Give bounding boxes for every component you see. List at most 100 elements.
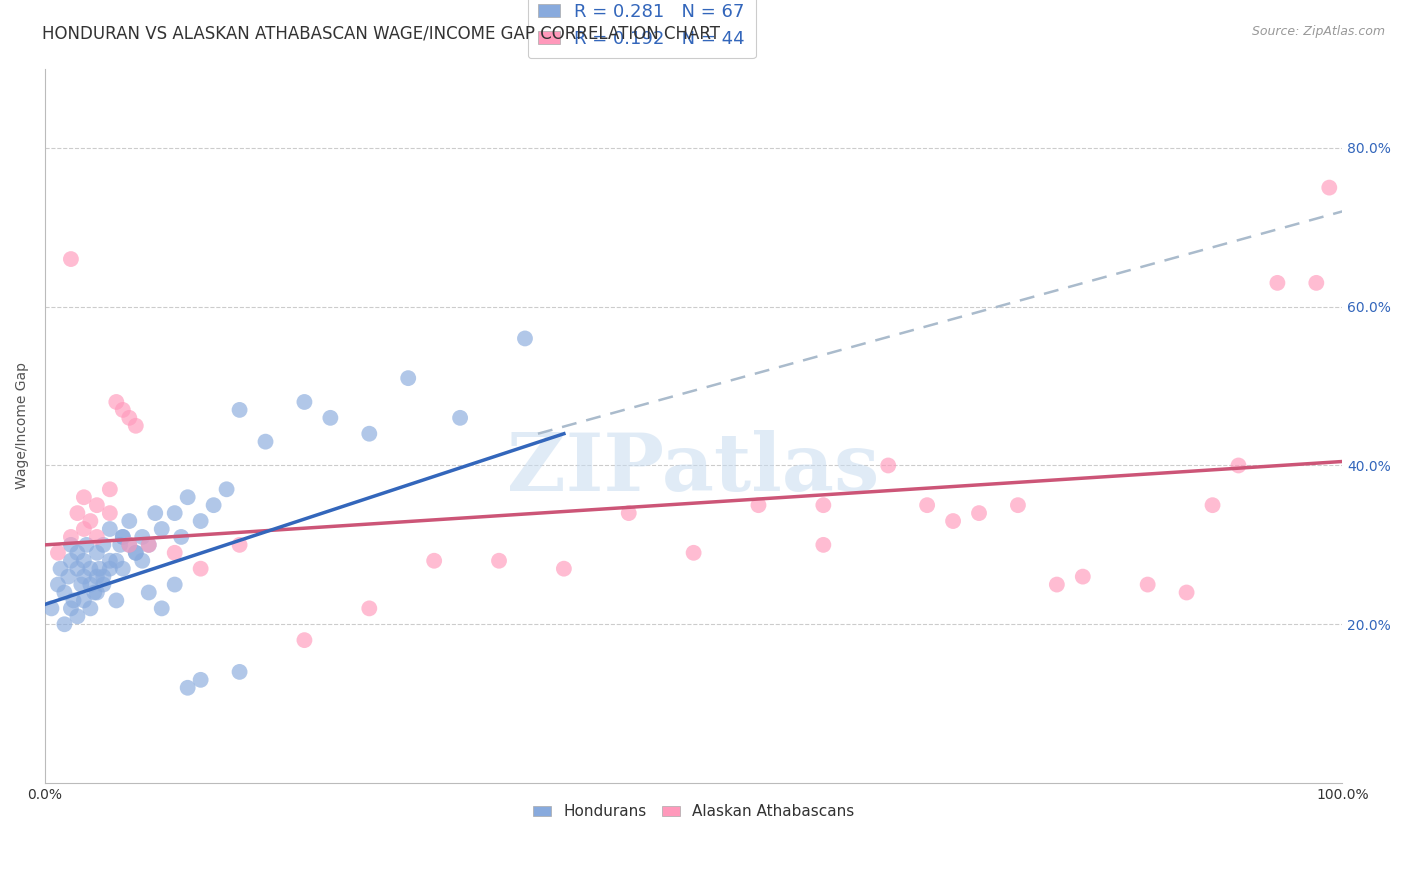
Point <box>62 593 84 607</box>
Text: HONDURAN VS ALASKAN ATHABASCAN WAGE/INCOME GAP CORRELATION CHART: HONDURAN VS ALASKAN ATHABASCAN WAGE/INCO… <box>42 25 720 43</box>
Point <box>163 577 186 591</box>
Point <box>86 569 108 583</box>
Point <box>111 530 134 544</box>
Point <box>1317 180 1340 194</box>
Point <box>98 506 121 520</box>
Point <box>98 562 121 576</box>
Point <box>110 538 132 552</box>
Point <box>93 569 115 583</box>
Point <box>176 490 198 504</box>
Point <box>138 538 160 552</box>
Point <box>190 514 212 528</box>
Point <box>53 585 76 599</box>
Point <box>1046 577 1069 591</box>
Point <box>488 554 510 568</box>
Point <box>111 562 134 576</box>
Point <box>105 593 128 607</box>
Point <box>73 490 96 504</box>
Point <box>59 601 82 615</box>
Point <box>1007 498 1029 512</box>
Point <box>86 546 108 560</box>
Point <box>359 601 381 615</box>
Point <box>877 458 900 473</box>
Point <box>118 538 141 552</box>
Point <box>59 530 82 544</box>
Point <box>190 562 212 576</box>
Point <box>59 252 82 266</box>
Point <box>1305 276 1327 290</box>
Point <box>86 530 108 544</box>
Point <box>359 426 381 441</box>
Point <box>46 577 69 591</box>
Point <box>163 546 186 560</box>
Text: ZIPatlas: ZIPatlas <box>508 430 880 508</box>
Point <box>1071 569 1094 583</box>
Point <box>131 530 153 544</box>
Point <box>228 538 250 552</box>
Point <box>53 617 76 632</box>
Point <box>125 418 148 433</box>
Point <box>396 371 419 385</box>
Point <box>59 538 82 552</box>
Point <box>105 395 128 409</box>
Point <box>93 538 115 552</box>
Point <box>1201 498 1223 512</box>
Point <box>86 498 108 512</box>
Point <box>79 514 101 528</box>
Point <box>215 483 238 497</box>
Point <box>73 522 96 536</box>
Point <box>125 546 148 560</box>
Point <box>202 498 225 512</box>
Point <box>98 522 121 536</box>
Point <box>86 585 108 599</box>
Point <box>228 665 250 679</box>
Point <box>813 498 835 512</box>
Point <box>190 673 212 687</box>
Point <box>682 546 704 560</box>
Point <box>79 601 101 615</box>
Legend: Hondurans, Alaskan Athabascans: Hondurans, Alaskan Athabascans <box>527 798 860 825</box>
Point <box>617 506 640 520</box>
Point <box>105 554 128 568</box>
Point <box>66 546 89 560</box>
Text: Source: ZipAtlas.com: Source: ZipAtlas.com <box>1251 25 1385 38</box>
Point <box>66 609 89 624</box>
Point <box>942 514 965 528</box>
Point <box>294 633 316 648</box>
Point <box>125 546 148 560</box>
Point <box>1267 276 1289 290</box>
Point <box>73 569 96 583</box>
Point <box>41 601 63 615</box>
Point <box>915 498 938 512</box>
Point <box>967 506 990 520</box>
Point <box>66 506 89 520</box>
Point <box>98 554 121 568</box>
Point <box>79 562 101 576</box>
Point <box>73 554 96 568</box>
Point <box>118 538 141 552</box>
Point <box>131 554 153 568</box>
Point <box>93 577 115 591</box>
Point <box>150 522 173 536</box>
Point <box>118 410 141 425</box>
Point <box>111 403 134 417</box>
Point <box>59 554 82 568</box>
Point <box>1175 585 1198 599</box>
Point <box>138 585 160 599</box>
Point <box>46 546 69 560</box>
Point <box>176 681 198 695</box>
Point <box>70 577 93 591</box>
Point <box>294 395 316 409</box>
Point <box>319 410 342 425</box>
Point <box>83 585 105 599</box>
Point <box>76 538 98 552</box>
Point <box>98 483 121 497</box>
Point <box>73 593 96 607</box>
Point <box>254 434 277 449</box>
Point <box>143 506 166 520</box>
Point <box>89 562 111 576</box>
Point <box>423 554 446 568</box>
Y-axis label: Wage/Income Gap: Wage/Income Gap <box>15 362 30 490</box>
Point <box>49 562 72 576</box>
Point <box>553 562 575 576</box>
